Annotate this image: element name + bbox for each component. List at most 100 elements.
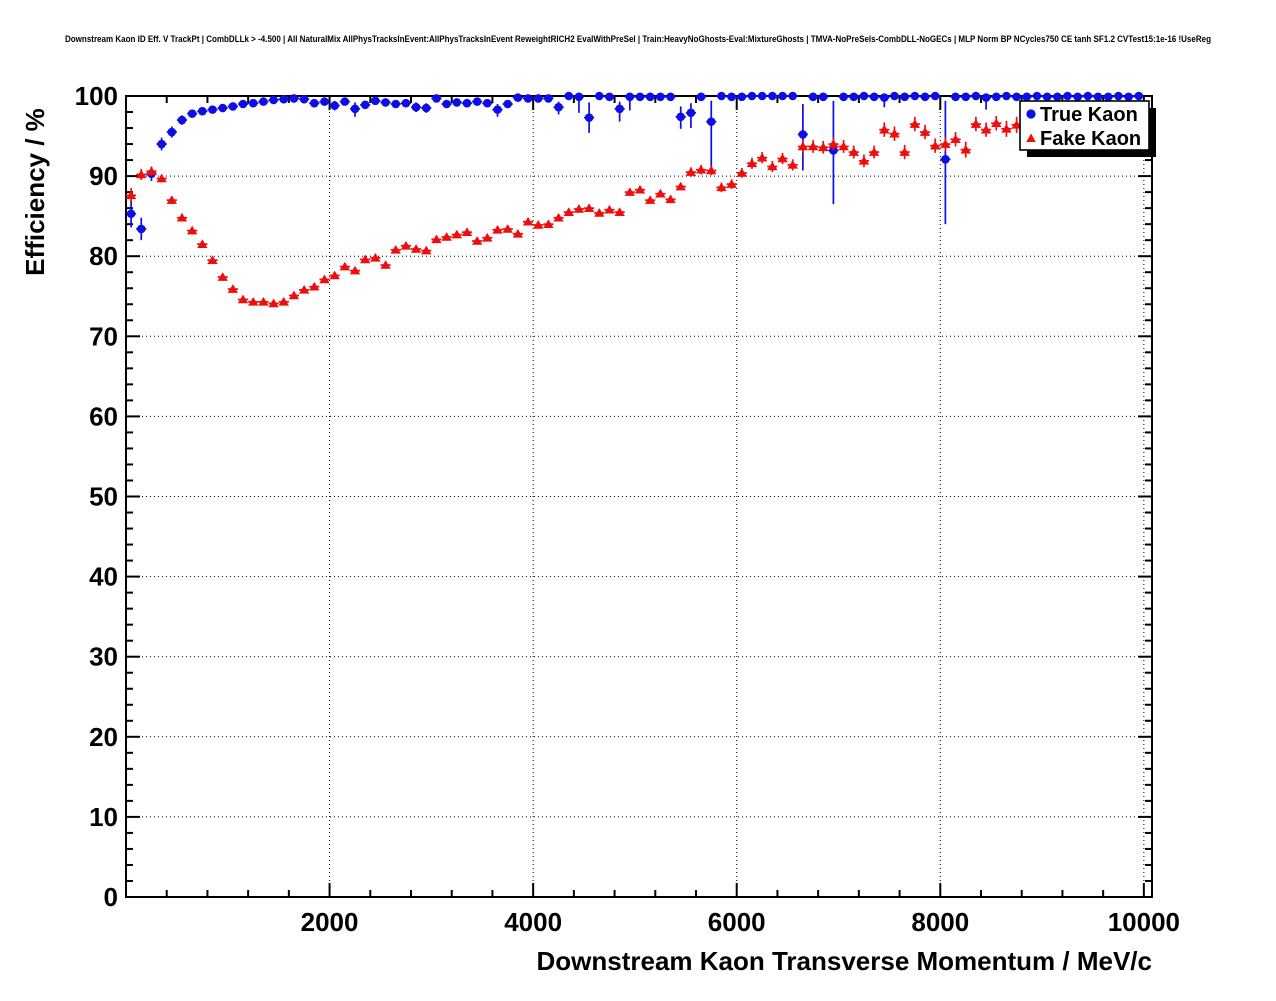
fake-kaon-point — [166, 195, 178, 204]
fake-kaon-point — [482, 232, 493, 242]
fake-kaon-point — [675, 181, 686, 191]
true-kaon-point — [442, 99, 451, 109]
fake-kaon-point — [970, 119, 982, 128]
true-kaon-point — [961, 92, 971, 102]
fake-kaon-point — [980, 124, 992, 134]
fake-kaon-point — [929, 140, 941, 150]
true-kaon-point — [706, 117, 716, 126]
true-kaon-point — [951, 92, 960, 102]
true-kaon-point — [1002, 91, 1011, 101]
fake-kaon-point — [136, 169, 147, 179]
axes: 2000 4000 6000 8000 10000 0 10 20 30 40 50 60 70 80 90… — [75, 81, 1180, 937]
true-kaon-point — [595, 91, 604, 101]
true-kaon-point — [564, 91, 574, 101]
true-kaon-point — [493, 105, 502, 114]
true-kaon-point — [218, 103, 227, 113]
true-kaon-point — [605, 92, 614, 102]
true-kaon-point — [279, 94, 289, 104]
fake-kaon-point — [614, 207, 625, 216]
fake-kaon-point — [288, 290, 300, 300]
fake-kaon-point — [879, 124, 890, 134]
y-tick-label: 80 — [89, 241, 118, 271]
legend-marker-fake-kaon — [1026, 133, 1036, 142]
fake-kaon-point — [848, 147, 859, 156]
fake-kaon-point — [919, 127, 931, 136]
true-kaon-point — [788, 91, 797, 101]
true-kaon-point — [656, 92, 665, 102]
fake-kaon-point — [665, 194, 676, 204]
fake-kaon-point — [1001, 124, 1012, 133]
fake-kaon-point — [838, 141, 849, 151]
y-tick-label: 10 — [89, 802, 118, 832]
fake-kaon-point — [573, 204, 585, 213]
x-axis-title: Downstream Kaon Transverse Momentum / Me… — [536, 946, 1152, 976]
fake-kaon-point — [706, 165, 717, 175]
fake-kaon-point — [522, 216, 534, 226]
true-kaon-point — [747, 91, 757, 101]
true-kaon-point — [371, 96, 380, 106]
true-kaon-point — [768, 91, 777, 101]
true-kaon-point — [900, 92, 909, 102]
fake-kaon-point — [685, 167, 697, 176]
x-tick-label: 2000 — [301, 907, 359, 937]
true-kaon-point — [1124, 92, 1133, 102]
true-kaon-point — [320, 97, 329, 106]
fake-kaon-point — [512, 228, 524, 238]
true-kaon-point — [818, 92, 828, 102]
true-kaon-point — [238, 99, 248, 109]
true-kaon-point — [727, 92, 736, 102]
plot-title: Downstream Kaon ID Eff. V TrackPt | Comb… — [65, 34, 1211, 45]
true-kaon-point — [1022, 92, 1032, 102]
true-kaon-point — [462, 98, 472, 108]
true-kaon-point — [1063, 91, 1072, 101]
true-kaon-point — [880, 93, 889, 102]
true-kaon-point — [981, 93, 991, 102]
x-tick-label: 4000 — [504, 907, 562, 937]
true-kaon-point — [381, 98, 390, 107]
true-kaon-point — [167, 127, 177, 137]
fake-kaon-point — [583, 203, 595, 212]
true-kaon-point — [839, 92, 848, 102]
true-kaon-point — [452, 98, 462, 107]
fake-kaon-point — [278, 297, 289, 306]
fake-kaon-point — [746, 158, 758, 168]
fake-kaon-point — [227, 284, 239, 293]
fake-kaon-point — [207, 255, 218, 265]
x-tick-label: 8000 — [911, 907, 969, 937]
true-kaon-point — [920, 92, 930, 102]
data-series — [125, 91, 1144, 308]
fake-kaon-point — [461, 227, 473, 236]
true-kaon-point — [136, 224, 146, 234]
fake-kaon-point — [756, 152, 768, 162]
fake-kaon-point — [533, 220, 544, 229]
fake-kaon-point — [370, 253, 381, 262]
fake-kaon-point — [421, 245, 432, 255]
true-kaon-point — [584, 113, 594, 122]
true-kaon-point — [401, 98, 411, 108]
fake-kaon-point — [319, 274, 330, 284]
fake-kaon-point — [186, 225, 198, 235]
y-tick-label: 30 — [89, 642, 118, 672]
fake-kaon-point — [329, 270, 340, 280]
true-kaon-point — [910, 91, 920, 101]
fake-kaon-point — [868, 147, 880, 156]
y-tick-label: 100 — [75, 81, 118, 111]
true-kaon-point — [1093, 92, 1103, 102]
true-kaon-point — [259, 97, 268, 106]
fake-kaon-point — [441, 232, 452, 241]
true-kaon-point — [1032, 91, 1042, 101]
fake-kaon-point — [400, 240, 412, 250]
true-kaon-point — [849, 92, 859, 102]
fake-kaon-point — [471, 236, 483, 245]
fake-kaon-point — [889, 128, 900, 138]
fake-kaon-point — [237, 294, 249, 304]
y-tick-label: 20 — [89, 722, 118, 752]
fake-kaon-point — [634, 184, 646, 194]
true-kaon-point — [228, 102, 238, 111]
fake-kaon-point — [807, 141, 819, 151]
true-kaon-point — [666, 92, 675, 102]
y-tick-label: 60 — [89, 401, 118, 431]
fake-kaon-point — [268, 298, 279, 308]
fake-kaon-point — [655, 188, 666, 198]
fake-kaon-point — [492, 224, 503, 234]
